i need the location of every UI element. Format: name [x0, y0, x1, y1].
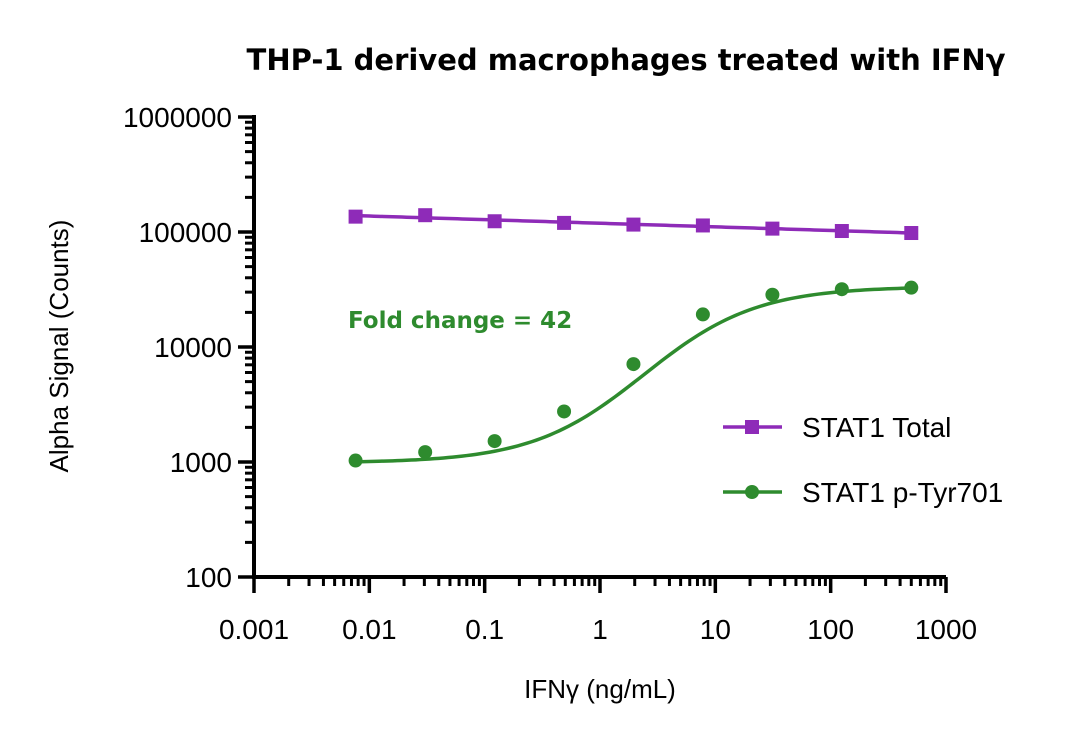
- x-tick-label: 1: [592, 614, 608, 645]
- data-point-circle: [834, 282, 849, 297]
- x-axis-label: IFNγ (ng/mL): [524, 674, 676, 704]
- data-point-square: [487, 214, 502, 229]
- y-tick-label: 100000: [139, 217, 232, 248]
- data-point-circle: [348, 453, 363, 468]
- y-tick-label: 10000: [154, 332, 232, 363]
- y-tick-label: 100: [185, 562, 232, 593]
- fit-curve: [355, 286, 912, 464]
- y-axis-label: Alpha Signal (Counts): [44, 220, 74, 473]
- data-point-circle: [626, 357, 641, 372]
- legend-marker-circle: [745, 485, 759, 499]
- chart-title: THP-1 derived macrophages treated with I…: [247, 43, 1006, 77]
- data-point-square: [348, 209, 363, 224]
- data-point-square: [626, 217, 641, 232]
- data-point-square: [904, 226, 919, 241]
- data-point-square: [834, 224, 849, 239]
- data-point-square: [695, 218, 710, 233]
- data-point-circle: [695, 307, 710, 322]
- fold-change-annotation: Fold change = 42: [348, 308, 572, 334]
- data-point-square: [557, 215, 572, 230]
- data-point-circle: [418, 445, 433, 460]
- data-point-circle: [765, 287, 780, 302]
- legend-label: STAT1 Total: [802, 412, 951, 443]
- axes: 100 1000 10000 100000 1000000 0.001 0.01 0.1 1 10…: [123, 102, 977, 645]
- data-point-circle: [904, 280, 919, 295]
- x-tick-label: 100: [807, 614, 854, 645]
- legend-marker-square: [745, 420, 759, 434]
- legend: STAT1 Total STAT1 p-Tyr701: [723, 412, 1003, 508]
- y-tick-label: 1000000: [123, 102, 232, 133]
- data-point-square: [418, 208, 433, 223]
- plot-area: [348, 208, 919, 468]
- x-tick-label: 0.001: [219, 614, 289, 645]
- x-tick-label: 1000: [915, 614, 977, 645]
- data-point-circle: [487, 434, 502, 449]
- y-tick-label: 1000: [170, 447, 232, 478]
- x-tick-label: 10: [700, 614, 731, 645]
- data-point-circle: [557, 404, 572, 419]
- x-tick-label: 0.1: [465, 614, 504, 645]
- x-tick-label: 0.01: [342, 614, 397, 645]
- data-point-square: [765, 221, 780, 236]
- legend-label: STAT1 p-Tyr701: [802, 477, 1003, 508]
